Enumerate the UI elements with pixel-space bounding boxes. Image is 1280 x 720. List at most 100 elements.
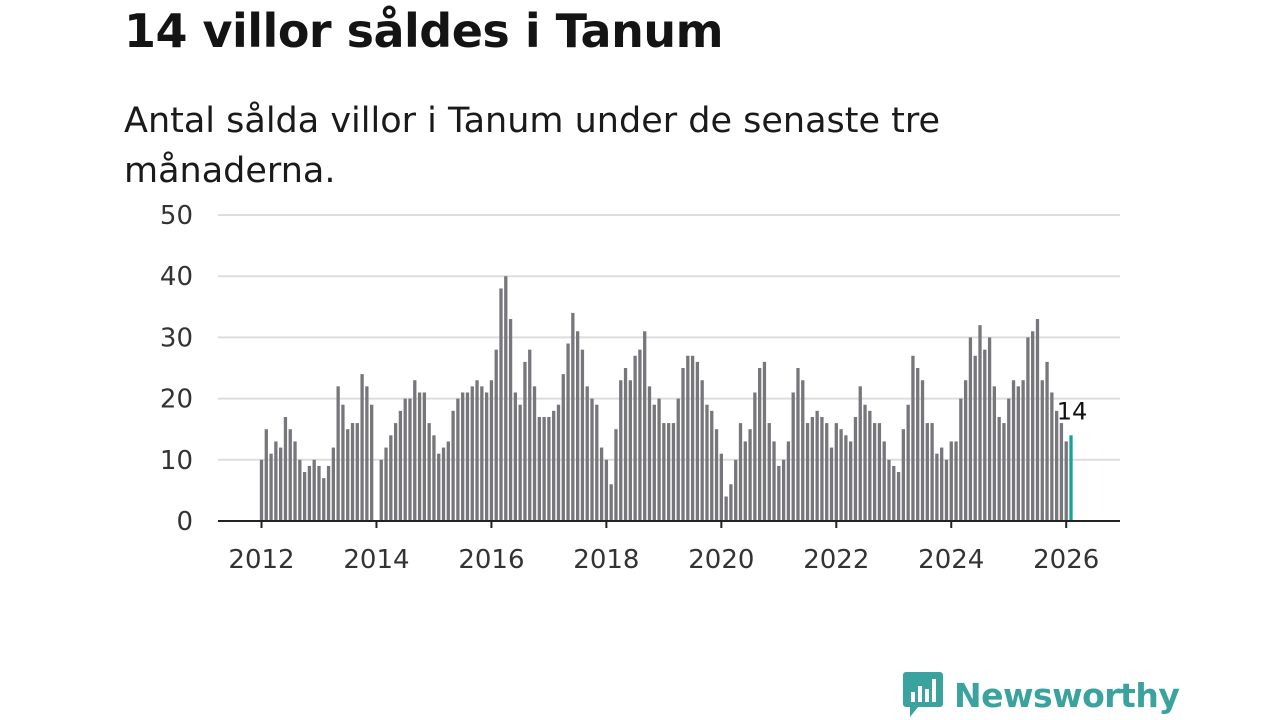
bar [935,453,939,521]
bar [695,361,700,521]
bar [719,453,723,521]
bar [264,429,268,521]
bar-chart: 0 10 20 30 40 50 2012 2014 2016 2018 2020 2022 2024… [160,201,1120,575]
bar [983,349,987,521]
bar [432,435,436,521]
bar [987,337,992,521]
bar [571,312,575,521]
bar [346,429,350,521]
bar [456,398,460,521]
bar [365,386,369,521]
y-tick-label: 40 [160,262,193,292]
bar [1011,380,1016,521]
bar [911,355,915,521]
bar [1050,392,1054,521]
bar [1026,337,1030,521]
bar [475,380,479,521]
bar [714,429,719,521]
bar [619,380,623,521]
bar [1021,380,1025,521]
bar [422,392,427,521]
bar [1007,398,1011,521]
bar [580,349,585,521]
bar [441,447,446,521]
bar [508,319,513,521]
bar [997,416,1001,521]
x-tick-label: 2016 [458,545,524,575]
bar [877,423,882,521]
bar [298,459,302,521]
chart-subtitle: Antal sålda villor i Tanum under de sena… [124,101,941,191]
bar [700,380,704,521]
bar [1054,410,1059,521]
y-tick-label: 10 [160,446,193,476]
data-labels: 14 [1057,397,1088,425]
bar [643,331,647,521]
bar [810,416,814,521]
bar [887,459,891,521]
bar [427,423,431,521]
bar [925,423,929,521]
bar [944,459,949,521]
bar [331,447,335,521]
bar [872,423,877,521]
bar [532,386,537,521]
bar [858,386,862,521]
bar [652,404,656,521]
bar [1064,441,1068,521]
bars [259,276,1073,521]
bar [590,398,594,521]
bar [686,355,690,521]
bar [269,453,273,521]
bar [360,374,364,521]
bar [772,441,776,521]
bar [322,478,326,521]
bar [853,416,858,521]
bar [992,386,997,521]
bar [437,453,441,521]
bar [595,404,599,521]
bar [753,392,757,521]
chart-title: 14 villor såldes i Tanum [124,4,724,58]
bar [609,484,613,521]
bar [667,423,671,521]
y-tick-label: 30 [160,323,193,353]
bar [302,472,307,521]
bar [413,380,417,521]
bar [949,441,953,521]
x-tick-label: 2012 [228,545,294,575]
bar [638,349,642,521]
bar [336,386,340,521]
bar [379,459,383,521]
latest-value-label: 14 [1057,397,1088,425]
bar [552,410,556,521]
bar [283,416,288,521]
bar [384,447,388,521]
bar [537,416,541,521]
bar [820,416,824,521]
bar [494,349,498,521]
x-tick-label: 2014 [343,545,409,575]
bar [781,459,786,521]
bar [906,404,910,521]
bar [729,484,733,521]
bar-latest [1069,435,1073,521]
brand-name: Newsworthy [954,675,1180,715]
bar [758,368,762,521]
bar [777,465,781,521]
bar [499,288,503,521]
bar [528,349,532,521]
bar [1002,423,1006,521]
bar [628,380,632,521]
bar [547,416,551,521]
bar [647,386,652,521]
bar [604,459,609,521]
bar [326,465,331,521]
x-tick-label: 2024 [918,545,984,575]
bar [1035,319,1040,521]
bar [676,398,680,521]
bar [657,398,661,521]
x-axis-ticks: 2012 2014 2016 2018 2020 2022 2024 2026 [228,521,1099,575]
bar-chart-speech-bubble-icon [903,672,943,717]
bar [930,423,934,521]
